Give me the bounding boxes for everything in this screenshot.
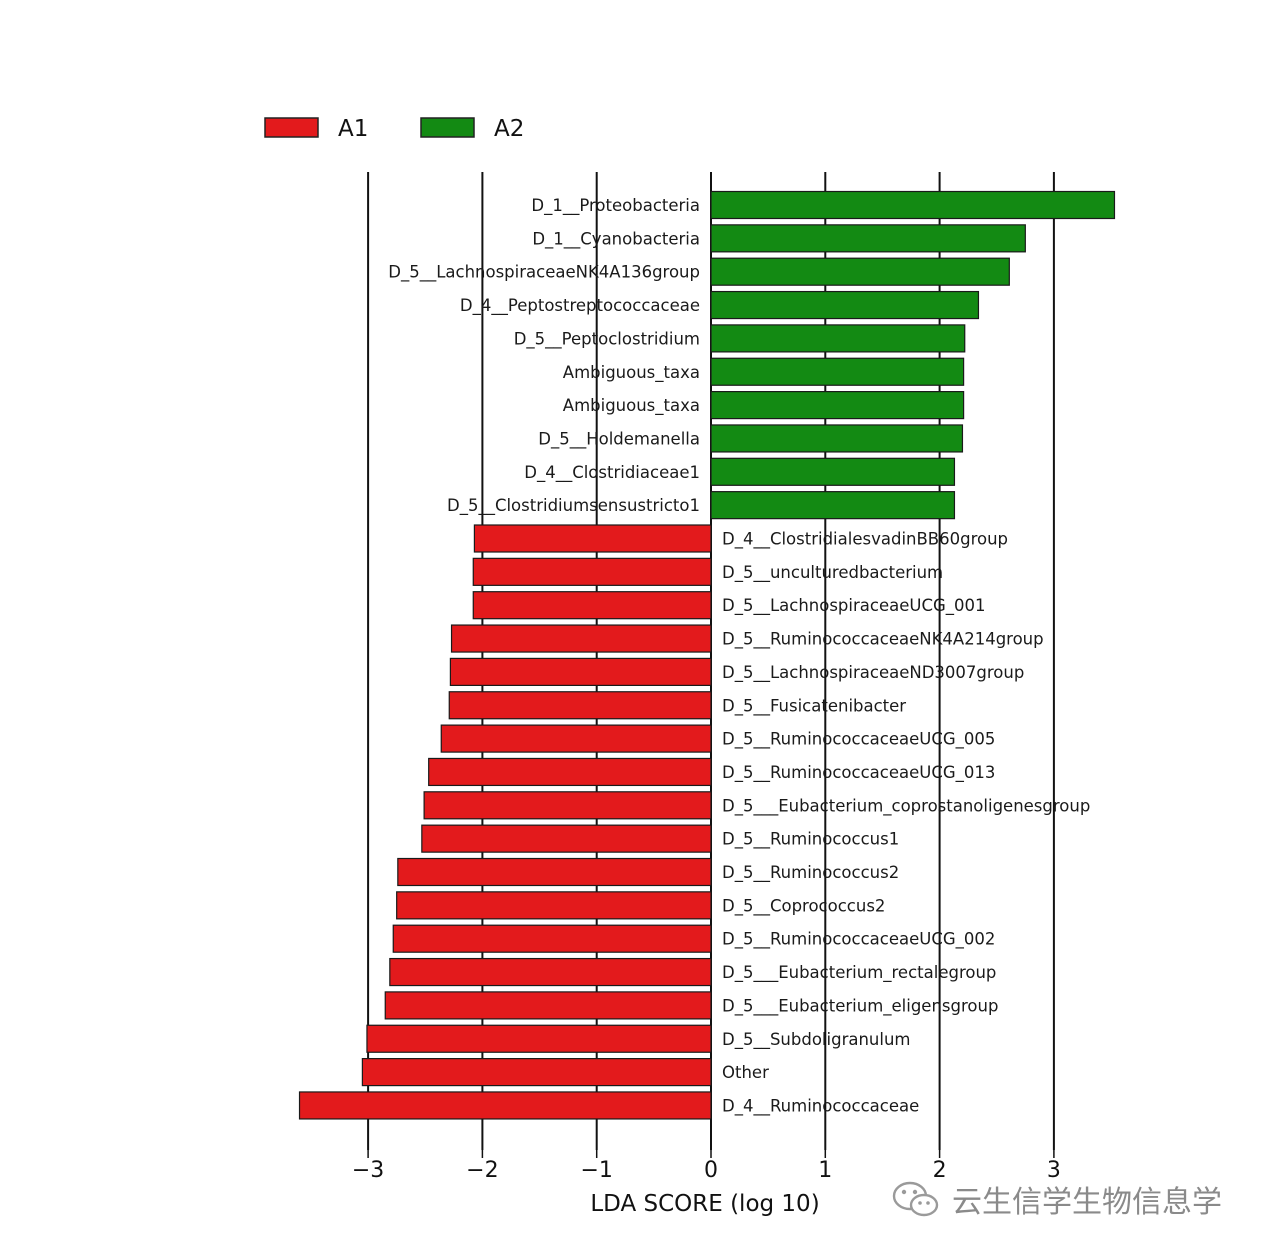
bar-a1-8 [423,791,712,820]
bar-label-a1-14: D_5___Eubacterium_eligensgroup [722,996,998,1016]
bar-a1-1 [472,557,712,586]
bar-label-a2-3: D_4__Peptostreptococcaceae [460,296,700,316]
bar-label-a2-0: D_1__Proteobacteria [531,196,700,216]
bar-a1-13 [389,957,712,987]
bar-label-a1-16: Other [722,1063,769,1082]
legend-label-a2: A2 [494,116,524,142]
bar-label-a1-1: D_5__unculturedbacterium [722,563,943,583]
x-tick-label--2: −2 [466,1158,498,1183]
bar-a2-1 [710,224,1026,253]
bar-a2-4 [710,324,966,353]
bar-a1-17 [298,1091,712,1120]
x-tick-label--1: −1 [580,1158,612,1183]
bar-label-a1-3: D_5__RuminococcaceaeNK4A214group [722,630,1044,650]
bar-label-a1-5: D_5__Fusicatenibacter [722,696,906,716]
bar-a1-16 [361,1057,712,1087]
bar-label-a2-8: D_4__Clostridiaceae1 [524,463,700,483]
watermark-text: 云生信学生物信息学 [952,1185,1222,1220]
bar-label-a1-13: D_5___Eubacterium_rectalegroup [722,963,996,983]
legend-swatch-a1 [264,117,319,138]
bar-a2-0 [710,190,1116,220]
bar-a1-14 [384,991,712,1020]
bar-a1-11 [396,891,712,920]
x-axis: −3 −2 −1 0 1 2 3 LDA SCORE (log 10) [352,1150,1061,1217]
bar-label-a2-4: D_5__Peptoclostridium [514,329,700,349]
legend: A1 A2 [264,116,524,142]
x-axis-title: LDA SCORE (log 10) [590,1191,819,1217]
bar-label-a1-0: D_4__ClostridialesvadinBB60group [722,530,1008,550]
bar-label-a1-12: D_5__RuminococcaceaeUCG_002 [722,930,995,950]
bar-label-a1-8: D_5___Eubacterium_coprostanoligenesgroup [722,796,1090,816]
x-tick-label-0: 0 [704,1158,718,1183]
x-tick-label-2: 2 [933,1158,947,1183]
legend-label-a1: A1 [338,116,368,142]
bar-a1-4 [449,657,712,687]
bar-labels: D_1__Proteobacteria D_1__Cyanobacteria D_5… [388,196,1090,1116]
bar-label-a2-5: Ambiguous_taxa [563,363,700,383]
bar-a1-0 [473,524,712,553]
bar-label-a1-11: D_5__Coprococcus2 [722,896,885,916]
bar-a1-2 [472,591,712,620]
bar-a2-8 [710,457,956,486]
bar-label-a1-17: D_4__Ruminococcaceae [722,1096,919,1116]
bar-a2-3 [710,290,980,320]
bar-a1-3 [450,624,712,653]
legend-swatch-a2 [420,117,475,138]
bar-label-a2-1: D_1__Cyanobacteria [532,229,700,249]
x-tick-label-3: 3 [1047,1158,1061,1183]
bar-a2-2 [710,257,1010,286]
bar-label-a2-6: Ambiguous_taxa [563,396,700,416]
bar-a1-15 [366,1024,712,1053]
bars [298,190,1116,1120]
bar-label-a1-6: D_5__RuminococcaceaeUCG_005 [722,730,995,750]
bar-a1-10 [397,857,712,887]
bar-a1-12 [392,924,712,953]
x-tick-label--3: −3 [352,1158,384,1183]
bar-a2-5 [710,357,965,386]
bar-label-a1-9: D_5__Ruminococcus1 [722,830,899,850]
watermark: 云生信学生物信息学 [890,1176,1222,1222]
bar-label-a2-9: D_5__Clostridiumsensustricto1 [447,496,700,516]
bar-label-a2-7: D_5__Holdemanella [538,429,700,449]
bar-label-a1-7: D_5__RuminococcaceaeUCG_013 [722,763,995,783]
bar-a1-9 [421,824,712,853]
bar-a2-9 [710,491,956,520]
bar-a2-6 [710,391,965,420]
bar-label-a2-2: D_5__LachnospiraceaeNK4A136group [388,263,700,283]
bar-a1-5 [448,691,712,720]
x-tick-label-1: 1 [818,1158,832,1183]
bar-a1-6 [440,724,712,753]
bar-label-a1-15: D_5__Subdoligranulum [722,1030,911,1050]
wechat-icon [892,1181,939,1217]
bar-label-a1-10: D_5__Ruminococcus2 [722,863,899,883]
bar-a1-7 [428,757,712,787]
bar-a2-7 [710,424,964,453]
bar-label-a1-2: D_5__LachnospiraceaeUCG_001 [722,596,986,616]
bar-label-a1-4: D_5__LachnospiraceaeND3007group [722,663,1024,683]
